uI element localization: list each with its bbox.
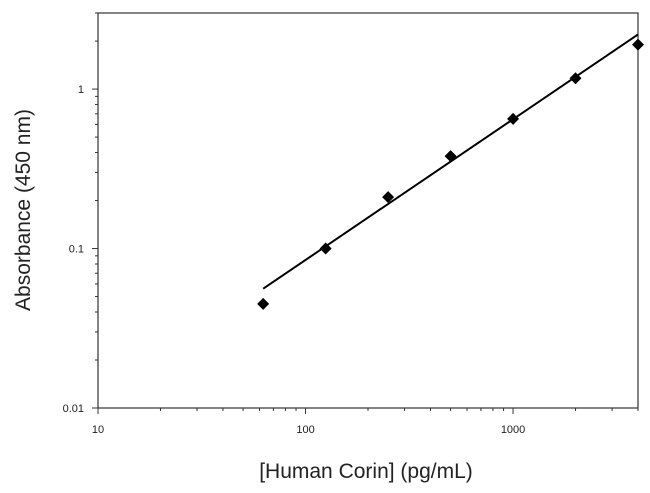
x-tick-label: 10 xyxy=(92,424,104,436)
x-axis-ticks: 10 100 1000 xyxy=(92,408,639,436)
data-point xyxy=(319,242,332,255)
y-tick-label: 0.01 xyxy=(63,403,84,415)
plot-frame xyxy=(97,12,639,409)
y-axis-ticks: 0.01 0.1 1 xyxy=(63,12,98,415)
data-point xyxy=(382,191,395,204)
data-point xyxy=(632,38,644,51)
x-tick-label: 100 xyxy=(296,424,314,436)
data-point xyxy=(257,297,270,310)
data-points-layer xyxy=(257,38,644,310)
data-point xyxy=(444,150,457,163)
y-tick-label: 0.1 xyxy=(69,244,84,256)
y-tick-label: 1 xyxy=(78,84,84,96)
x-tick-label: 1000 xyxy=(501,424,525,436)
x-axis-title: [Human Corin] (pg/mL) xyxy=(259,460,473,483)
data-point xyxy=(569,72,582,85)
data-point xyxy=(507,112,520,125)
y-axis-title: Absorbance (450 nm) xyxy=(12,109,35,311)
